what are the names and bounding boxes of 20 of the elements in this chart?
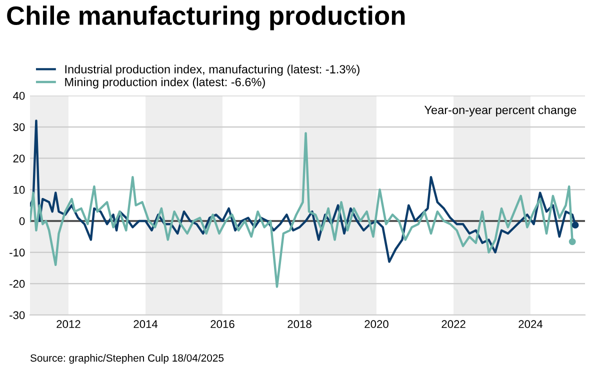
y-tick-label: 40 [13,92,25,100]
y-tick-label: -30 [10,311,25,320]
y-tick-label: 30 [13,123,25,132]
legend-label: Industrial production index, manufacturing (latest: -1.3%) [65,64,360,76]
y-tick-label: 20 [13,154,25,162]
x-tick-label: 2018 [288,320,312,328]
y-tick-label: -20 [10,280,25,288]
legend-label: Mining production index (latest: -6.6%) [65,78,265,89]
x-tick-label: 2020 [364,320,388,328]
x-tick-label: 2024 [518,320,543,328]
x-tick-label: 2014 [134,320,158,328]
y-tick-label: 10 [14,186,25,194]
x-tick-label: 2022 [442,320,466,328]
x-tick-label: 2012 [56,320,80,328]
annotation: Year-on-year percent change [424,105,576,116]
x-tick-label: 2016 [210,320,234,328]
source-note: Source: graphic/Stephen Culp 18/04/2025 [30,354,224,364]
y-tick-label: 0 [19,217,25,226]
chart-title: Chile manufacturing production [7,6,405,30]
y-tick-label: -10 [10,248,25,256]
